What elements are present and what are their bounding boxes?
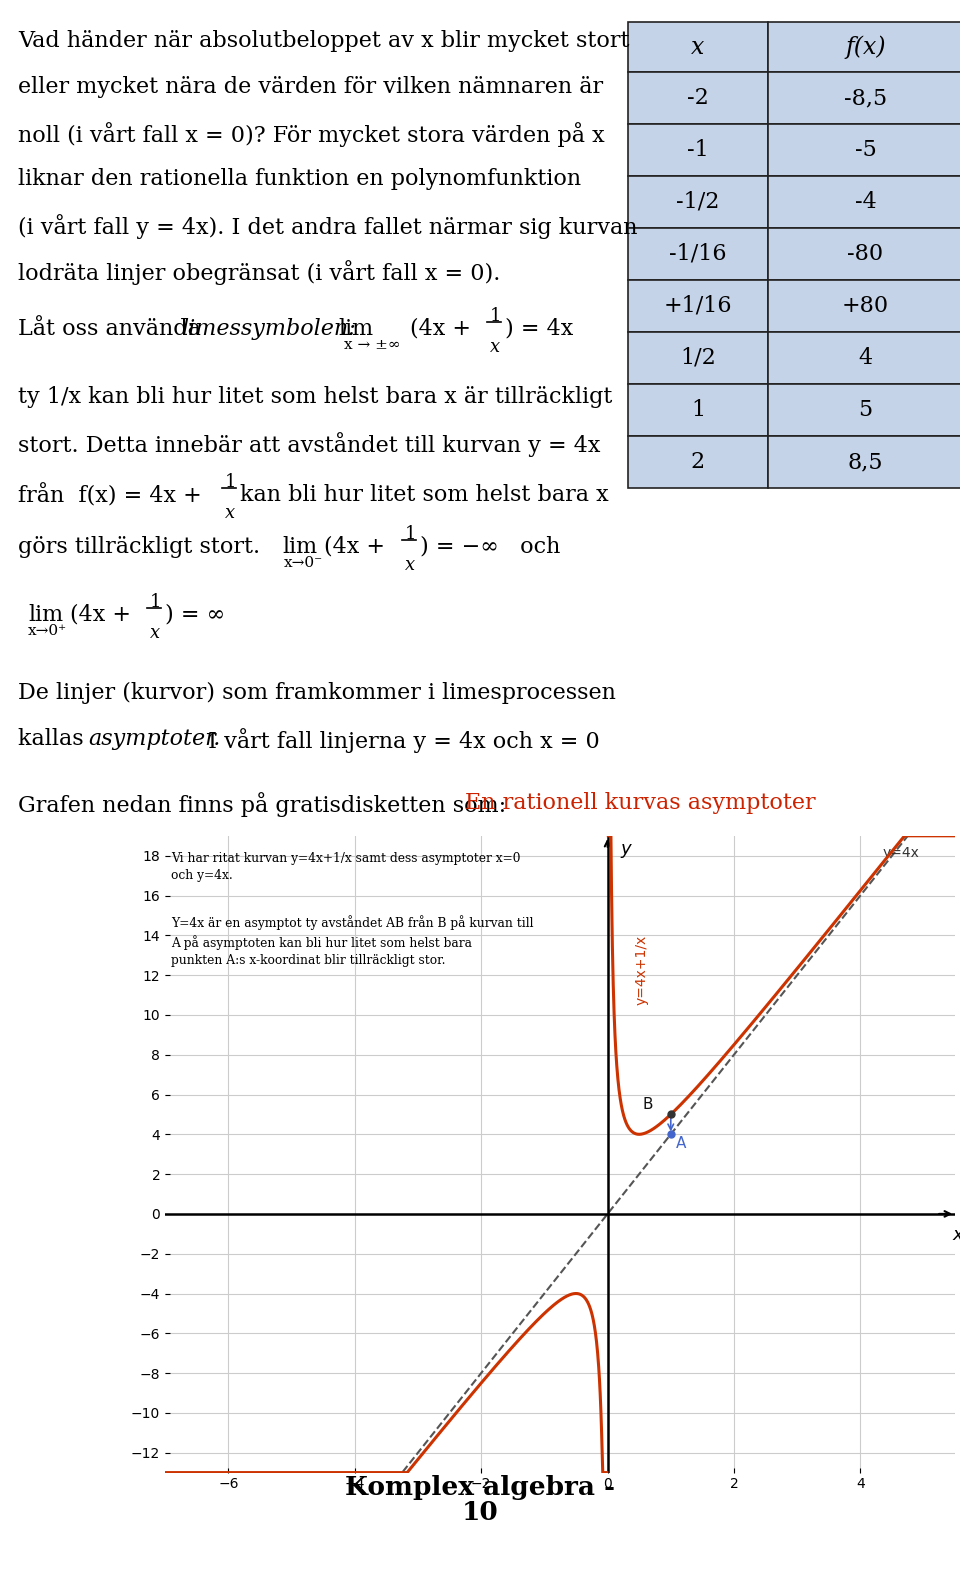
Text: lim: lim — [338, 318, 373, 341]
Bar — [768, 124, 960, 177]
Text: -80: -80 — [848, 244, 883, 264]
Text: 1: 1 — [405, 525, 417, 543]
Text: -1: -1 — [687, 139, 708, 161]
Bar — [628, 72, 768, 124]
Text: Vad händer när absolutbeloppet av x blir mycket stort: Vad händer när absolutbeloppet av x blir… — [18, 30, 630, 53]
Text: -5: -5 — [854, 139, 876, 161]
Text: 10: 10 — [462, 1500, 498, 1525]
Bar — [628, 436, 768, 489]
Text: x: x — [490, 338, 500, 357]
Text: y: y — [620, 841, 631, 858]
Bar — [628, 280, 768, 333]
Text: -1/2: -1/2 — [676, 191, 720, 213]
Text: B: B — [642, 1097, 653, 1113]
Bar — [628, 228, 768, 280]
Text: (i vårt fall y = 4x). I det andra fallet närmar sig kurvan: (i vårt fall y = 4x). I det andra fallet… — [18, 213, 637, 239]
Bar — [628, 177, 768, 228]
Bar — [628, 333, 768, 384]
Text: asymptoter.: asymptoter. — [88, 728, 221, 750]
Text: x → ±∞: x → ±∞ — [344, 338, 400, 352]
Text: lim: lim — [282, 537, 317, 559]
Bar — [768, 333, 960, 384]
Text: f(x): f(x) — [845, 35, 886, 59]
Text: eller mycket nära de värden för vilken nämnaren är: eller mycket nära de värden för vilken n… — [18, 76, 603, 99]
Text: +80: +80 — [842, 295, 889, 317]
Text: 5: 5 — [858, 400, 873, 420]
Text: kallas: kallas — [18, 728, 91, 750]
Bar — [628, 384, 768, 436]
Text: 1/2: 1/2 — [680, 347, 716, 369]
Text: -4: -4 — [854, 191, 876, 213]
Text: x: x — [691, 35, 705, 59]
Text: -8,5: -8,5 — [844, 88, 887, 108]
Text: (4x +: (4x + — [70, 603, 131, 626]
Text: y=4x+1/x: y=4x+1/x — [635, 935, 648, 1005]
Text: 4: 4 — [858, 347, 873, 369]
Bar — [768, 436, 960, 489]
Text: y=4x: y=4x — [882, 845, 920, 860]
Bar — [628, 22, 768, 72]
Text: x: x — [405, 556, 415, 575]
Bar — [768, 228, 960, 280]
Text: A: A — [676, 1137, 686, 1151]
Text: ) = 4x: ) = 4x — [505, 318, 573, 341]
Text: 1: 1 — [490, 307, 501, 325]
Bar — [768, 22, 960, 72]
Text: De linjer (kurvor) som framkommer i limesprocessen: De linjer (kurvor) som framkommer i lime… — [18, 681, 616, 704]
Text: noll (i vårt fall x = 0)? För mycket stora värden på x: noll (i vårt fall x = 0)? För mycket sto… — [18, 123, 605, 146]
Text: (4x +: (4x + — [410, 318, 471, 341]
Text: x: x — [150, 624, 160, 642]
Bar — [768, 177, 960, 228]
Bar — [768, 72, 960, 124]
Text: lodräta linjer obegränsat (i vårt fall x = 0).: lodräta linjer obegränsat (i vårt fall x… — [18, 259, 500, 285]
Text: x→0⁺: x→0⁺ — [28, 624, 67, 638]
Text: +1/16: +1/16 — [663, 295, 732, 317]
Text: 1: 1 — [150, 592, 161, 611]
Bar — [768, 280, 960, 333]
Text: -2: -2 — [687, 88, 708, 108]
Text: Komplex algebra -: Komplex algebra - — [345, 1474, 615, 1500]
Text: ty 1/x kan bli hur litet som helst bara x är tillräckligt: ty 1/x kan bli hur litet som helst bara … — [18, 385, 612, 408]
Text: 1: 1 — [225, 473, 236, 490]
Text: x: x — [225, 505, 235, 522]
Text: kan bli hur litet som helst bara x: kan bli hur litet som helst bara x — [240, 484, 609, 506]
Bar — [628, 124, 768, 177]
Text: från  f(x) = 4x +: från f(x) = 4x + — [18, 484, 202, 508]
Text: 8,5: 8,5 — [848, 451, 883, 473]
Text: liknar den rationella funktion en polynomfunktion: liknar den rationella funktion en polyno… — [18, 169, 581, 189]
Text: x: x — [952, 1226, 960, 1243]
Text: Y=4x är en asymptot ty avståndet AB från B på kurvan till
A på asymptoten kan bl: Y=4x är en asymptot ty avståndet AB från… — [172, 915, 534, 966]
Text: I vårt fall linjerna y = 4x och x = 0: I vårt fall linjerna y = 4x och x = 0 — [201, 728, 600, 753]
Text: limessymbolen:: limessymbolen: — [181, 318, 356, 341]
Text: görs tillräckligt stort.: görs tillräckligt stort. — [18, 537, 275, 559]
Text: Låt oss använda: Låt oss använda — [18, 318, 208, 341]
Text: -1/16: -1/16 — [669, 244, 727, 264]
Text: ) = ∞: ) = ∞ — [165, 603, 226, 626]
Text: Vi har ritat kurvan y=4x+1/x samt dess asymptoter x=0
och y=4x.: Vi har ritat kurvan y=4x+1/x samt dess a… — [172, 852, 521, 882]
Text: lim: lim — [28, 603, 63, 626]
Text: Grafen nedan finns på gratisdisketten som:: Grafen nedan finns på gratisdisketten so… — [18, 791, 514, 817]
Text: x→0⁻: x→0⁻ — [284, 556, 324, 570]
Bar — [768, 384, 960, 436]
Text: stort. Detta innebär att avståndet till kurvan y = 4x: stort. Detta innebär att avståndet till … — [18, 431, 600, 457]
Text: ) = −∞   och: ) = −∞ och — [420, 537, 561, 559]
Text: (4x +: (4x + — [324, 537, 385, 559]
Text: 2: 2 — [691, 451, 705, 473]
Text: En rationell kurvas asymptoter: En rationell kurvas asymptoter — [465, 791, 816, 814]
Text: 1: 1 — [691, 400, 705, 420]
